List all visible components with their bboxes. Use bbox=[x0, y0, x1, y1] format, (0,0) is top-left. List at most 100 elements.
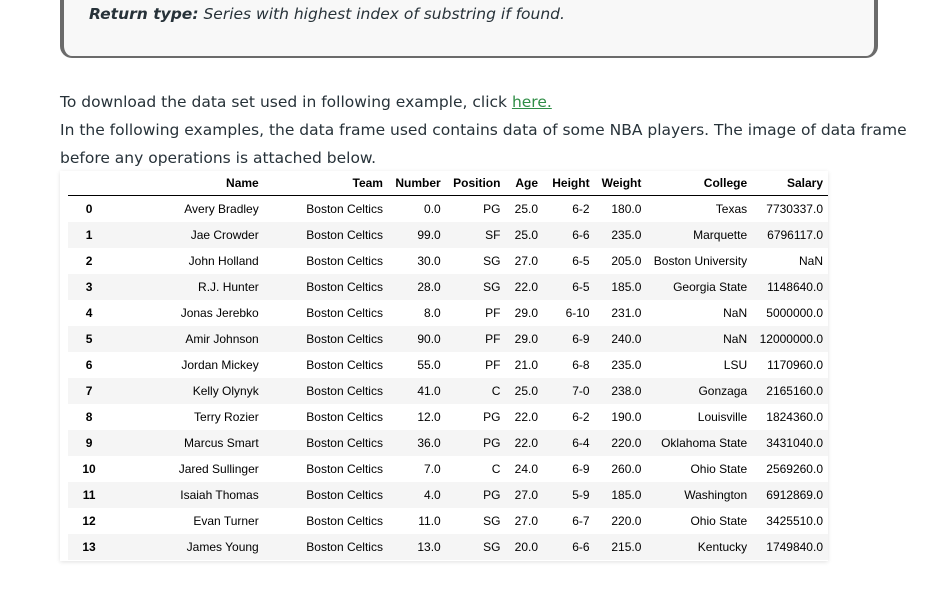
table-cell: Boston Celtics bbox=[306, 514, 383, 528]
table-cell: Boston Celtics bbox=[306, 358, 383, 372]
table-cell: Georgia State bbox=[673, 280, 748, 294]
table-cell: 28.0 bbox=[417, 280, 441, 294]
download-paragraph: To download the data set used in followi… bbox=[60, 88, 552, 116]
table-cell: LSU bbox=[723, 358, 748, 372]
table-cell: 240.0 bbox=[611, 332, 642, 346]
table-cell: 238.0 bbox=[611, 384, 642, 398]
table-cell: Ohio State bbox=[690, 462, 748, 476]
table-cell: 6-5 bbox=[572, 254, 590, 268]
table-cell: Boston Celtics bbox=[306, 332, 383, 346]
column-header: Height bbox=[543, 171, 595, 196]
table-cell: Marcus Smart bbox=[184, 436, 259, 450]
table-cell: PG bbox=[483, 410, 501, 424]
column-header: Age bbox=[505, 171, 544, 196]
table-cell: 260.0 bbox=[611, 462, 642, 476]
table-cell: 231.0 bbox=[611, 306, 642, 320]
table-cell: 185.0 bbox=[611, 280, 642, 294]
table-cell: 90.0 bbox=[417, 332, 441, 346]
return-type-description: Series with highest index of substring i… bbox=[198, 5, 565, 23]
table-row: 7 Kelly Olynyk Boston Celtics 41.0 C 25.0 7-0 2… bbox=[68, 378, 828, 404]
table-body: 0 Avery Bradley Boston Celtics 0.0 PG 25.0 6-2… bbox=[68, 196, 828, 560]
table-cell: 22.0 bbox=[514, 280, 539, 294]
table-cell: John Holland bbox=[188, 254, 259, 268]
table-cell: Avery Bradley bbox=[184, 202, 259, 216]
table-cell: 12.0 bbox=[417, 410, 441, 424]
table-cell: 190.0 bbox=[611, 410, 642, 424]
table-cell: Jordan Mickey bbox=[181, 358, 259, 372]
table-row: 13 James Young Boston Celtics 13.0 SG 20.0 6-6… bbox=[68, 534, 828, 560]
row-index: 9 bbox=[85, 436, 93, 450]
table-cell: Boston Celtics bbox=[306, 228, 383, 242]
table-cell: PF bbox=[485, 332, 501, 346]
table-cell: 6796117.0 bbox=[767, 228, 823, 242]
table-cell: 13.0 bbox=[417, 540, 441, 554]
table-cell: 7730337.0 bbox=[766, 202, 823, 216]
description-line-2: before any operations is attached below. bbox=[60, 149, 377, 167]
table-cell: 41.0 bbox=[417, 384, 441, 398]
table-cell: 1749840.0 bbox=[766, 540, 823, 554]
table-cell: 27.0 bbox=[514, 254, 539, 268]
table-cell: Jae Crowder bbox=[190, 228, 259, 242]
table-cell: PG bbox=[483, 202, 501, 216]
description-line-1: In the following examples, the data fram… bbox=[60, 121, 907, 139]
table-cell: Terry Rozier bbox=[194, 410, 259, 424]
table-row: 11 Isaiah Thomas Boston Celtics 4.0 PG 27.0 5-… bbox=[68, 482, 828, 508]
table-row: 0 Avery Bradley Boston Celtics 0.0 PG 25.0 6-2… bbox=[68, 196, 828, 223]
table-cell: 27.0 bbox=[514, 514, 539, 528]
table-cell: 205.0 bbox=[611, 254, 642, 268]
table-cell: 6-4 bbox=[572, 436, 590, 450]
table-cell: 1170960.0 bbox=[767, 358, 823, 372]
table-cell: 6-7 bbox=[572, 514, 590, 528]
column-header: College bbox=[646, 171, 753, 196]
table-cell: SF bbox=[485, 228, 501, 242]
table-cell: Boston Celtics bbox=[306, 410, 383, 424]
table-cell: C bbox=[491, 384, 501, 398]
table-cell: 22.0 bbox=[514, 436, 539, 450]
table-cell: 6-2 bbox=[572, 410, 590, 424]
table-cell: 6-6 bbox=[572, 228, 590, 242]
column-header: Number bbox=[387, 171, 446, 196]
table-cell: Boston University bbox=[653, 254, 748, 268]
table-cell: 220.0 bbox=[611, 514, 642, 528]
table-cell: 27.0 bbox=[514, 488, 539, 502]
table-cell: 2165160.0 bbox=[766, 384, 823, 398]
table-row: 4 Jonas Jerebko Boston Celtics 8.0 PF 29.0 6-1… bbox=[68, 300, 828, 326]
table-cell: Kentucky bbox=[697, 540, 748, 554]
dataframe-image: Name Team Number Position Age Height Weight Col… bbox=[60, 171, 828, 561]
table-cell: Jared Sullinger bbox=[178, 462, 259, 476]
table-cell: 6-8 bbox=[572, 358, 590, 372]
table-cell: Ohio State bbox=[690, 514, 748, 528]
column-header: Weight bbox=[594, 171, 647, 196]
table-cell: 0.0 bbox=[424, 202, 441, 216]
table-cell: 7-0 bbox=[572, 384, 590, 398]
table-cell: Boston Celtics bbox=[306, 280, 383, 294]
table-cell: 185.0 bbox=[611, 488, 642, 502]
row-index: 11 bbox=[82, 488, 96, 502]
table-cell: Boston Celtics bbox=[306, 462, 383, 476]
table-cell: Boston Celtics bbox=[306, 306, 383, 320]
row-index: 8 bbox=[85, 410, 93, 424]
table-cell: Boston Celtics bbox=[306, 202, 383, 216]
table-cell: 6-5 bbox=[572, 280, 590, 294]
table-cell: PF bbox=[485, 358, 501, 372]
table-cell: 6-9 bbox=[572, 462, 590, 476]
table-cell: Washington bbox=[684, 488, 748, 502]
table-cell: 29.0 bbox=[514, 306, 539, 320]
row-index: 0 bbox=[85, 202, 93, 216]
table-cell: 235.0 bbox=[611, 228, 642, 242]
table-cell: 1824360.0 bbox=[766, 410, 823, 424]
table-cell: 6-9 bbox=[572, 332, 590, 346]
row-index: 13 bbox=[82, 540, 96, 554]
table-cell: Louisville bbox=[697, 410, 748, 424]
table-cell: 12000000.0 bbox=[759, 332, 823, 346]
table-row: 1 Jae Crowder Boston Celtics 99.0 SF 25.0 6-6 2… bbox=[68, 222, 828, 248]
table-cell: 55.0 bbox=[417, 358, 441, 372]
table-cell: 36.0 bbox=[417, 436, 441, 450]
download-link[interactable]: here. bbox=[511, 93, 552, 111]
table-cell: R.J. Hunter bbox=[198, 280, 259, 294]
table-cell: Boston Celtics bbox=[306, 254, 383, 268]
row-index: 5 bbox=[85, 332, 93, 346]
table-cell: PG bbox=[483, 436, 501, 450]
table-cell: 11.0 bbox=[418, 514, 441, 528]
table-cell: 21.0 bbox=[514, 358, 539, 372]
